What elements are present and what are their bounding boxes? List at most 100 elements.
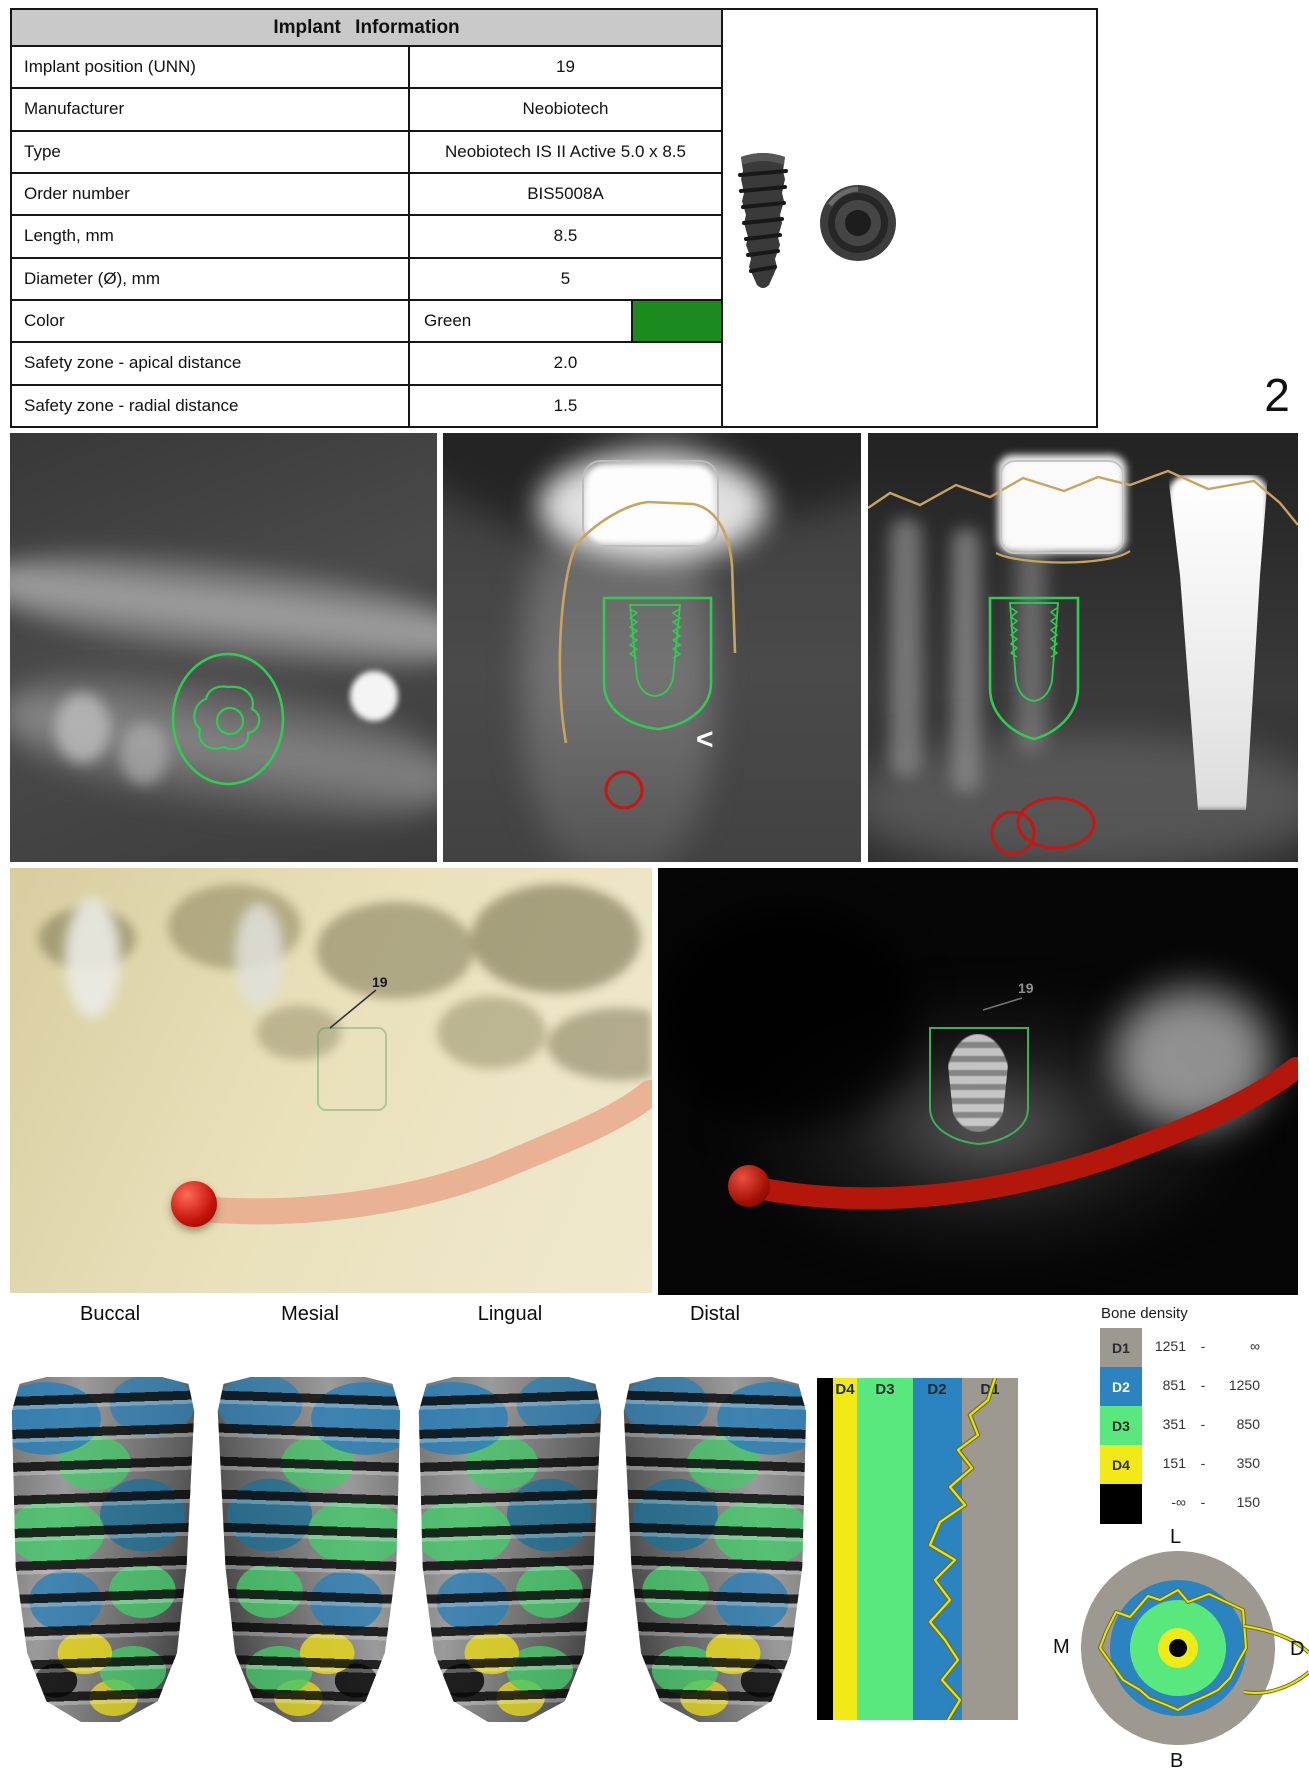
legend-min: 151 bbox=[1162, 1455, 1186, 1471]
orientation-letter-lingual: L bbox=[1170, 1526, 1182, 1548]
graph-column-d1 bbox=[962, 1378, 1018, 1720]
panoramic-overlay bbox=[868, 460, 1298, 856]
tooth-root bbox=[952, 528, 980, 793]
graph-label-d2: D2 bbox=[927, 1381, 947, 1398]
density-implant-distal[interactable] bbox=[618, 1377, 810, 1722]
graph-column-d4 bbox=[833, 1378, 857, 1720]
legend-swatch-d3: D3 bbox=[1100, 1406, 1142, 1445]
legend-row-d4: D4 151 - 350 bbox=[1100, 1445, 1276, 1484]
table-row: Length, mm 8.5 bbox=[12, 216, 723, 259]
render-3d-xray-view[interactable]: 19 bbox=[658, 868, 1298, 1295]
graph-label-d4: D4 bbox=[835, 1381, 855, 1398]
row-label: Diameter (Ø), mm bbox=[12, 258, 410, 299]
table-row: Implant position (UNN) 19 bbox=[12, 47, 723, 90]
position-arrow-marker: < bbox=[696, 723, 714, 756]
legend-max: ∞ bbox=[1250, 1338, 1260, 1354]
nerve-entry-ball bbox=[171, 1181, 217, 1227]
tooth-root bbox=[890, 518, 922, 778]
render-3d-bone-view[interactable]: 19 bbox=[10, 868, 652, 1293]
orientation-letter-mesial: M bbox=[1053, 1636, 1070, 1658]
row-label: Safety zone - apical distance bbox=[12, 343, 410, 384]
legend-dash: - bbox=[1200, 1338, 1206, 1354]
legend-min: 351 bbox=[1162, 1416, 1186, 1432]
density-profile-line bbox=[927, 1378, 998, 1720]
tooth-remnant bbox=[235, 903, 283, 1008]
row-label: Color bbox=[12, 300, 410, 342]
graph-column-d3 bbox=[857, 1378, 913, 1720]
table-row: Type Neobiotech IS II Active 5.0 x 8.5 bbox=[12, 131, 723, 174]
legend-row-below: -∞ - 150 bbox=[1100, 1484, 1276, 1524]
table-row: Safety zone - radial distance 1.5 bbox=[12, 385, 723, 426]
implant-information-table: Implant Information Implant position (UN… bbox=[10, 8, 1098, 428]
legend-dash: - bbox=[1200, 1377, 1206, 1393]
row-value: BIS5008A bbox=[410, 173, 723, 215]
trabecular-mottling bbox=[10, 868, 652, 1103]
row-value: 1.5 bbox=[410, 385, 723, 426]
label-mesial: Mesial bbox=[281, 1303, 339, 1325]
color-swatch bbox=[631, 300, 721, 342]
table-row: Safety zone - apical distance 2.0 bbox=[12, 343, 723, 386]
label-distal: Distal bbox=[689, 1303, 740, 1325]
table-row: Order number BIS5008A bbox=[12, 173, 723, 217]
legend-row-d2: D2 851 - 1250 bbox=[1100, 1367, 1276, 1406]
row-value: 19 bbox=[410, 47, 723, 88]
legend-swatch-d1: D1 bbox=[1100, 1328, 1142, 1367]
row-label: Type bbox=[12, 131, 410, 172]
tooth-cross-section bbox=[120, 723, 168, 785]
axial-implant-overlay bbox=[171, 652, 285, 786]
table-title: Implant Information bbox=[12, 10, 723, 47]
xray-overlay bbox=[737, 997, 1298, 1210]
ct-cross-section-view[interactable]: < bbox=[443, 433, 861, 862]
density-implant-mesial[interactable] bbox=[212, 1377, 404, 1722]
table-rows: Implant position (UNN) 19 Manufacturer N… bbox=[12, 47, 723, 426]
graph-column-below-range bbox=[817, 1378, 833, 1720]
density-orientation-circle[interactable] bbox=[1040, 1522, 1309, 1780]
bone-density-profile-graph[interactable]: D4 D3 D2 D1 bbox=[817, 1378, 1018, 1720]
legend-max: 850 bbox=[1236, 1416, 1260, 1432]
legend-swatch-below bbox=[1100, 1484, 1142, 1524]
legend-min: 851 bbox=[1162, 1377, 1186, 1393]
table-row: Manufacturer Neobiotech bbox=[12, 89, 723, 132]
nerve-canal-overlay bbox=[177, 989, 652, 1225]
bone-density-legend: Bone density D1 1251 - ∞ D2 851 - 1250 D… bbox=[1100, 1305, 1276, 1527]
row-value: 8.5 bbox=[410, 216, 723, 257]
label-lingual: Lingual bbox=[477, 1303, 543, 1325]
row-value: Neobiotech IS II Active 5.0 x 8.5 bbox=[410, 131, 723, 172]
row-label: Length, mm bbox=[12, 216, 410, 257]
implant-number-label: 19 bbox=[1018, 980, 1034, 996]
bone-ramus-shadow bbox=[658, 908, 918, 1128]
ct-panoramic-view[interactable] bbox=[868, 433, 1298, 862]
graph-label-d3: D3 bbox=[875, 1381, 895, 1398]
cross-section-overlay bbox=[558, 460, 737, 810]
implant-render-icon bbox=[738, 153, 896, 288]
implant-body-ghost bbox=[946, 1034, 1010, 1132]
ct-axial-view[interactable] bbox=[10, 433, 437, 862]
row-value: 2.0 bbox=[410, 343, 723, 384]
row-label: Implant position (UNN) bbox=[12, 47, 410, 88]
row-label: Manufacturer bbox=[12, 89, 410, 130]
row-label: Safety zone - radial distance bbox=[12, 385, 410, 426]
row-value: Green bbox=[410, 300, 723, 342]
metal-artifact-spot bbox=[350, 671, 398, 721]
row-label: Order number bbox=[12, 173, 410, 215]
implant-image-cell bbox=[723, 10, 1096, 426]
legend-max: 350 bbox=[1236, 1455, 1260, 1471]
legend-dash: - bbox=[1200, 1416, 1206, 1432]
legend-title: Bone density bbox=[1101, 1305, 1188, 1322]
legend-min: -∞ bbox=[1171, 1494, 1186, 1510]
density-implant-lingual[interactable] bbox=[418, 1377, 602, 1722]
row-value: Neobiotech bbox=[410, 89, 723, 130]
legend-row-d1: D1 1251 - ∞ bbox=[1100, 1328, 1276, 1367]
label-buccal: Buccal bbox=[79, 1303, 141, 1325]
density-implant-buccal[interactable] bbox=[11, 1377, 195, 1722]
legend-dash: - bbox=[1200, 1494, 1206, 1510]
table-row: Diameter (Ø), mm 5 bbox=[12, 258, 723, 301]
legend-row-d3: D3 351 - 850 bbox=[1100, 1406, 1276, 1445]
legend-dash: - bbox=[1200, 1455, 1206, 1471]
tooth-remnant bbox=[65, 898, 120, 1018]
legend-max: 1250 bbox=[1228, 1377, 1260, 1393]
color-name: Green bbox=[424, 311, 472, 331]
page-number: 2 bbox=[1264, 369, 1290, 421]
row-value: 5 bbox=[410, 258, 723, 299]
